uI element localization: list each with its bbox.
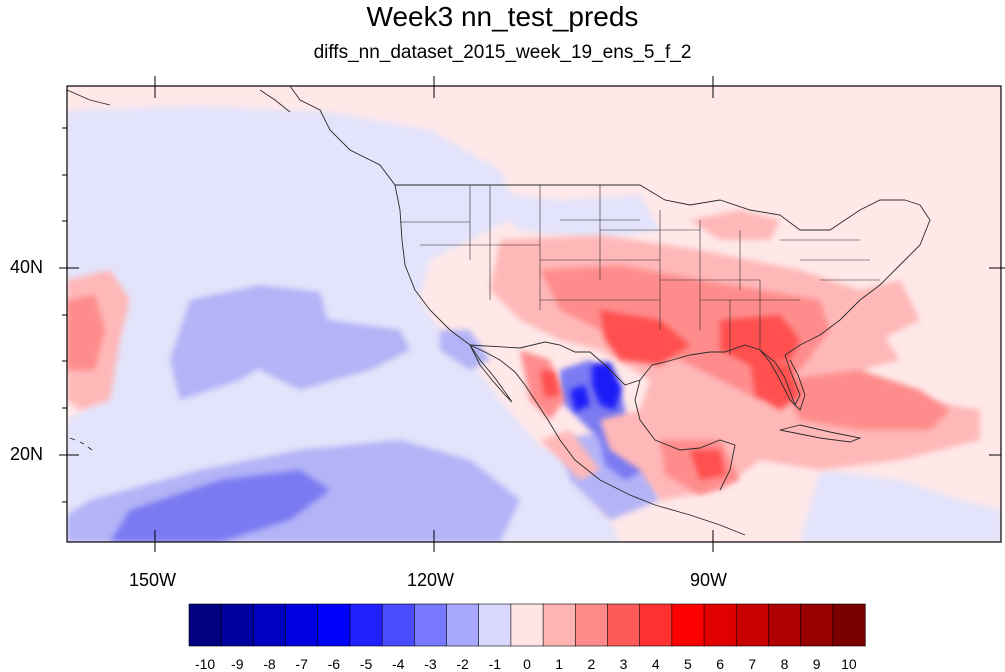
colorbar-tick-label: 6 (716, 656, 725, 672)
colorbar-swatch (703, 603, 737, 647)
colorbar-swatch (188, 603, 222, 647)
colorbar-swatch (510, 603, 544, 647)
colorbar-tick-label: -8 (263, 656, 276, 672)
colorbar-tick-label: 1 (555, 656, 564, 672)
colorbar-tick-label: -10 (194, 656, 216, 672)
colorbar-tick-label: 8 (780, 656, 789, 672)
colorbar-swatch (253, 603, 287, 647)
colorbar-swatch (285, 603, 319, 647)
colorbar-swatch (607, 603, 641, 647)
colorbar-swatch (349, 603, 383, 647)
colorbar-swatch (542, 603, 576, 647)
colorbar-swatch (220, 603, 254, 647)
colorbar-tick-label: 4 (651, 656, 660, 672)
colorbar-swatch (446, 603, 480, 647)
colorbar-swatch (381, 603, 415, 647)
colorbar-tick-label: -4 (392, 656, 405, 672)
colorbar-tick-label: -5 (359, 656, 373, 672)
colorbar-tick-label: 3 (619, 656, 628, 672)
alaska-coast (67, 89, 291, 113)
mexico-east-coast (634, 379, 736, 491)
colorbar-swatch (317, 603, 351, 647)
lon-label-150w: 150W (129, 570, 177, 590)
florida (759, 349, 806, 411)
outer-ticks (59, 76, 1005, 552)
colorbar-tick-label: 0 (523, 656, 531, 672)
field-layer (67, 86, 1001, 542)
colorbar-swatch (768, 603, 802, 647)
colorbar-tick-label: 2 (587, 656, 596, 672)
inner-ticks (67, 86, 1001, 542)
lon-label-120w: 120W (407, 570, 455, 590)
colorbar-tick-label: -3 (424, 656, 437, 672)
colorbar (188, 603, 866, 647)
colorbar-swatch (735, 603, 770, 647)
coastlines (67, 86, 931, 536)
lat-label-20n: 20N (10, 444, 44, 464)
colorbar-swatch (574, 603, 609, 647)
lon-label-90w: 90W (690, 570, 728, 590)
colorbar-tick-label: -6 (327, 656, 341, 672)
colorbar-swatch (414, 603, 448, 647)
state-boundaries (400, 185, 880, 355)
map-frame (66, 85, 1002, 543)
map-title: Week3 nn_test_preds (366, 1, 639, 32)
us-canada-border (395, 184, 905, 231)
colorbar-tick-label: 10 (841, 656, 857, 672)
baja-california (469, 344, 513, 403)
colorbar-tick-label: 5 (684, 656, 692, 672)
colorbar-tick-label: 7 (748, 656, 757, 672)
colorbar-swatch (478, 603, 512, 647)
colorbar-tick-label: -7 (295, 656, 308, 672)
colorbar-tick-label: -9 (231, 656, 244, 672)
colorbar-tick-label: 9 (812, 656, 821, 672)
colorbar-swatch (671, 603, 705, 647)
lat-label-40n: 40N (10, 257, 44, 277)
gulf-coast (639, 199, 931, 407)
field-positive-strong (540, 310, 800, 480)
colorbar-tick-label: -1 (488, 656, 502, 672)
map-subtitle: diffs_nn_dataset_2015_week_19_ens_5_f_2 (313, 42, 692, 63)
colorbar-swatch (639, 603, 673, 647)
colorbar-tick-label: -2 (456, 656, 469, 672)
us-mexico-border (469, 341, 641, 386)
cuba (779, 424, 862, 443)
colorbar-swatch (832, 603, 866, 647)
hawaii (69, 437, 93, 451)
colorbar-swatch (800, 603, 834, 647)
north-america-west-coast (289, 86, 746, 536)
